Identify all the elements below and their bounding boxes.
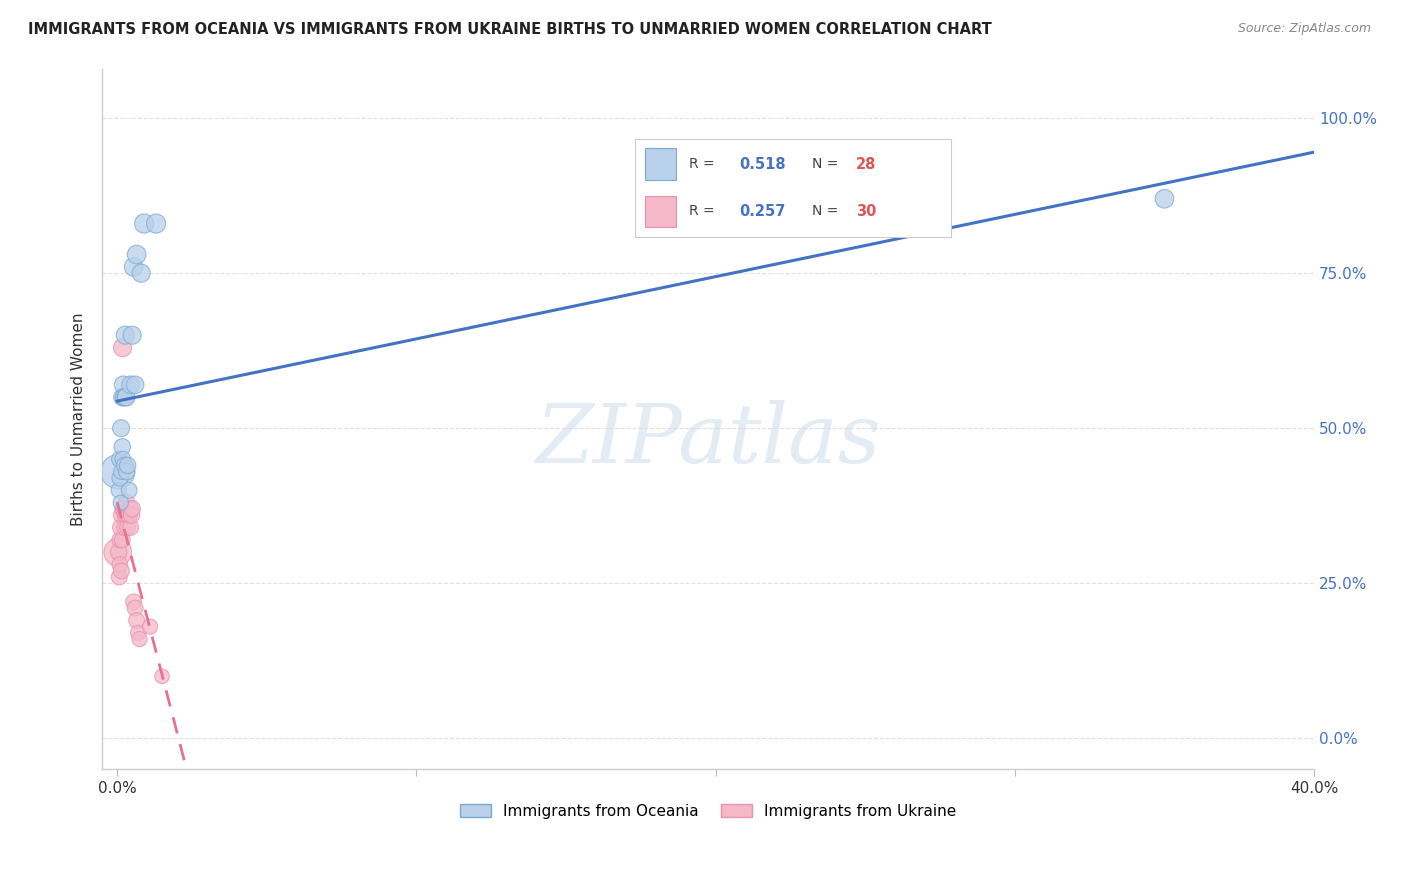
Point xyxy=(115,390,138,404)
Point xyxy=(122,260,145,274)
Point xyxy=(111,390,134,404)
Point xyxy=(111,452,134,467)
Point xyxy=(139,620,162,634)
Point xyxy=(150,669,173,683)
Point xyxy=(128,632,150,646)
Point xyxy=(118,501,141,516)
Point xyxy=(120,377,142,392)
Point xyxy=(1153,192,1175,206)
Point xyxy=(112,501,135,516)
Point xyxy=(108,452,131,467)
Point xyxy=(115,508,138,522)
Point xyxy=(145,217,167,231)
Point xyxy=(114,390,136,404)
Point xyxy=(114,508,136,522)
Point xyxy=(111,440,134,454)
Point xyxy=(112,390,135,404)
Point xyxy=(121,508,143,522)
Point xyxy=(107,545,129,559)
Point xyxy=(115,465,138,479)
Point xyxy=(111,533,134,547)
Point xyxy=(111,508,134,522)
Point xyxy=(117,508,139,522)
Point xyxy=(107,483,129,498)
Point xyxy=(121,328,143,343)
Point xyxy=(125,247,148,261)
Point xyxy=(121,501,143,516)
Point xyxy=(108,558,131,572)
Point xyxy=(118,483,141,498)
Text: IMMIGRANTS FROM OCEANIA VS IMMIGRANTS FROM UKRAINE BIRTHS TO UNMARRIED WOMEN COR: IMMIGRANTS FROM OCEANIA VS IMMIGRANTS FR… xyxy=(28,22,991,37)
Point xyxy=(122,595,145,609)
Text: Source: ZipAtlas.com: Source: ZipAtlas.com xyxy=(1237,22,1371,36)
Point xyxy=(129,266,152,280)
Y-axis label: Births to Unmarried Women: Births to Unmarried Women xyxy=(72,312,86,525)
Point xyxy=(112,377,135,392)
Point xyxy=(124,377,146,392)
Point xyxy=(114,458,136,473)
Text: ZIPatlas: ZIPatlas xyxy=(536,400,882,480)
Point xyxy=(127,625,149,640)
Point xyxy=(107,465,129,479)
Point xyxy=(108,533,131,547)
Point xyxy=(110,421,132,435)
Point xyxy=(114,520,136,534)
Legend: Immigrants from Oceania, Immigrants from Ukraine: Immigrants from Oceania, Immigrants from… xyxy=(454,797,963,825)
Point xyxy=(118,508,141,522)
Point xyxy=(108,471,131,485)
Point xyxy=(110,564,132,578)
Point xyxy=(114,328,136,343)
Point xyxy=(117,458,139,473)
Point xyxy=(111,465,134,479)
Point xyxy=(124,601,146,615)
Point xyxy=(110,520,132,534)
Point xyxy=(120,520,142,534)
Point xyxy=(125,614,148,628)
Point xyxy=(107,545,129,559)
Point xyxy=(117,520,139,534)
Point xyxy=(112,501,135,516)
Point xyxy=(115,495,138,509)
Point xyxy=(108,570,131,584)
Point xyxy=(110,495,132,509)
Point xyxy=(111,341,134,355)
Point xyxy=(132,217,155,231)
